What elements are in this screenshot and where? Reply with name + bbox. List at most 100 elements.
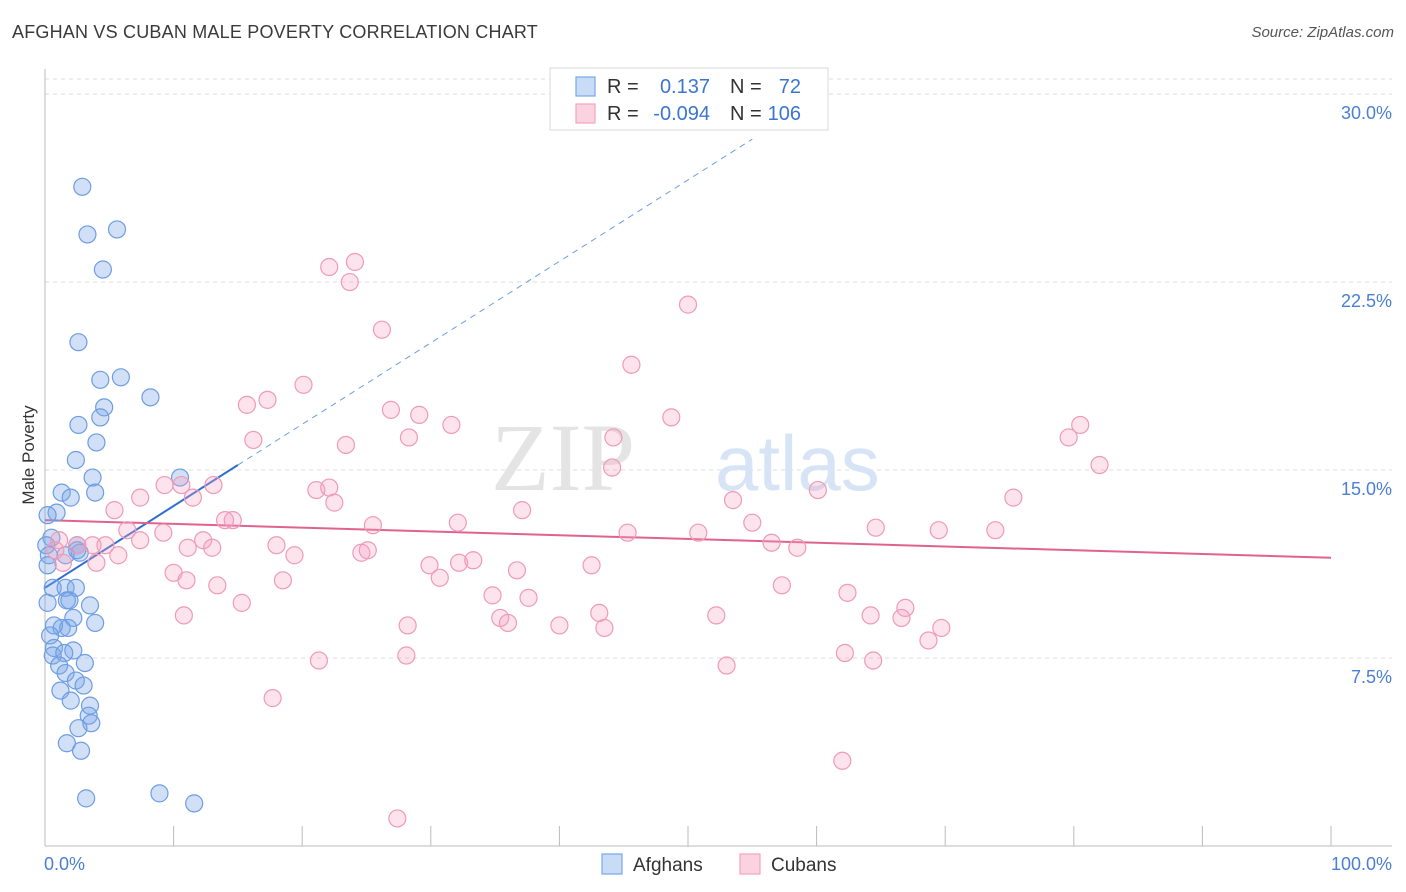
- point-afghans-59: [150, 784, 169, 803]
- point-cubans-33: [105, 501, 124, 520]
- point-cubans-70: [273, 571, 293, 590]
- y-tick-label-2: 22.5%: [1341, 291, 1392, 311]
- point-cubans-47: [83, 536, 102, 555]
- point-afghans-38: [59, 618, 78, 638]
- point-cubans-37: [448, 513, 467, 532]
- point-cubans-97: [263, 689, 282, 708]
- point-cubans-66: [464, 551, 483, 570]
- point-cubans-77: [838, 583, 857, 602]
- point-cubans-23: [172, 475, 191, 495]
- trend-line-afghans-extension: [237, 138, 753, 466]
- legend-swatch-afghans: [575, 76, 596, 97]
- grid-lines: [45, 78, 1392, 659]
- point-afghans-35: [64, 608, 83, 628]
- point-afghans-2: [107, 220, 127, 239]
- point-cubans-67: [507, 561, 527, 580]
- point-cubans-18: [604, 428, 623, 447]
- point-cubans-0: [320, 257, 339, 277]
- point-afghans-0: [73, 177, 92, 196]
- point-cubans-40: [866, 518, 885, 537]
- point-afghans-39: [44, 616, 64, 635]
- point-afghans-60: [185, 794, 204, 813]
- chart-title: AFGHAN VS CUBAN MALE POVERTY CORRELATION…: [12, 22, 538, 42]
- point-cubans-91: [919, 631, 938, 650]
- y-tick-label-3: 30.0%: [1341, 103, 1392, 123]
- point-cubans-9: [381, 400, 401, 419]
- point-cubans-60: [358, 541, 377, 560]
- point-cubans-42: [986, 521, 1005, 540]
- legend-r-afghans: 0.137: [660, 76, 710, 98]
- x-tick-label-0: 0.0%: [44, 854, 85, 874]
- point-cubans-92: [835, 643, 854, 663]
- point-cubans-27: [183, 488, 202, 507]
- point-cubans-73: [208, 576, 227, 595]
- point-afghans-58: [77, 789, 96, 808]
- point-afghans-55: [69, 719, 88, 738]
- y-axis-title: Male Poverty: [19, 405, 38, 505]
- point-afghans-12: [66, 450, 85, 470]
- axes: [44, 69, 1392, 847]
- watermark-zip: ZIP: [491, 404, 635, 511]
- point-cubans-75: [483, 586, 502, 605]
- bottom-legend-afghans: Afghans: [633, 855, 703, 876]
- point-cubans-63: [87, 553, 106, 572]
- point-afghans-4: [69, 333, 88, 352]
- point-cubans-28: [131, 488, 150, 507]
- legend-n-cubans: 106: [768, 103, 801, 125]
- point-afghans-31: [38, 593, 57, 612]
- point-cubans-32: [513, 501, 532, 520]
- point-afghans-19: [38, 506, 57, 525]
- point-afghans-7: [141, 388, 160, 407]
- point-cubans-38: [154, 523, 173, 542]
- point-cubans-93: [309, 651, 329, 670]
- legend-r-cubans: -0.094: [653, 103, 710, 125]
- point-afghans-5: [91, 370, 110, 389]
- legend-swatch-cubans: [575, 103, 596, 124]
- point-cubans-1: [345, 252, 365, 272]
- point-afghans-27: [38, 556, 57, 575]
- point-cubans-55: [762, 533, 781, 552]
- point-cubans-2: [340, 272, 359, 292]
- point-cubans-12: [442, 415, 461, 435]
- point-afghans-47: [56, 663, 75, 683]
- point-afghans-8: [95, 398, 114, 417]
- watermark-atlas: atlas: [715, 419, 880, 507]
- point-cubans-34: [215, 511, 235, 530]
- point-cubans-45: [203, 538, 222, 557]
- point-cubans-21: [204, 475, 223, 495]
- point-cubans-88: [550, 616, 569, 635]
- legend-r-label-afghans: R =: [607, 76, 639, 98]
- point-cubans-6: [294, 375, 313, 394]
- point-cubans-7: [258, 390, 277, 409]
- point-cubans-80: [174, 606, 193, 625]
- point-cubans-98: [833, 751, 852, 770]
- point-cubans-85: [861, 606, 880, 625]
- point-afghans-10: [69, 415, 88, 435]
- point-cubans-4: [372, 320, 392, 339]
- point-cubans-46: [267, 536, 286, 555]
- point-cubans-79: [896, 598, 915, 617]
- point-cubans-87: [398, 616, 417, 635]
- point-cubans-62: [53, 553, 73, 572]
- point-cubans-83: [590, 603, 609, 623]
- point-cubans-11: [662, 408, 681, 427]
- point-cubans-29: [723, 491, 743, 510]
- point-cubans-41: [929, 521, 948, 540]
- point-cubans-56: [788, 538, 807, 557]
- point-afghans-14: [170, 468, 190, 487]
- point-cubans-96: [864, 651, 883, 670]
- point-cubans-3: [678, 295, 698, 314]
- legend-box: R = 0.137 N = 72 R = -0.094 N = 106: [549, 67, 829, 131]
- point-cubans-43: [118, 521, 137, 540]
- point-cubans-48: [96, 536, 115, 555]
- point-cubans-94: [397, 646, 416, 665]
- point-cubans-10: [410, 405, 429, 424]
- y-tick-label-1: 15.0%: [1341, 479, 1392, 499]
- point-afghans-9: [91, 408, 110, 427]
- point-cubans-86: [892, 608, 911, 628]
- point-afghans-6: [111, 368, 130, 387]
- point-afghans-49: [74, 676, 93, 695]
- point-cubans-8: [237, 395, 257, 414]
- point-cubans-22: [155, 475, 174, 495]
